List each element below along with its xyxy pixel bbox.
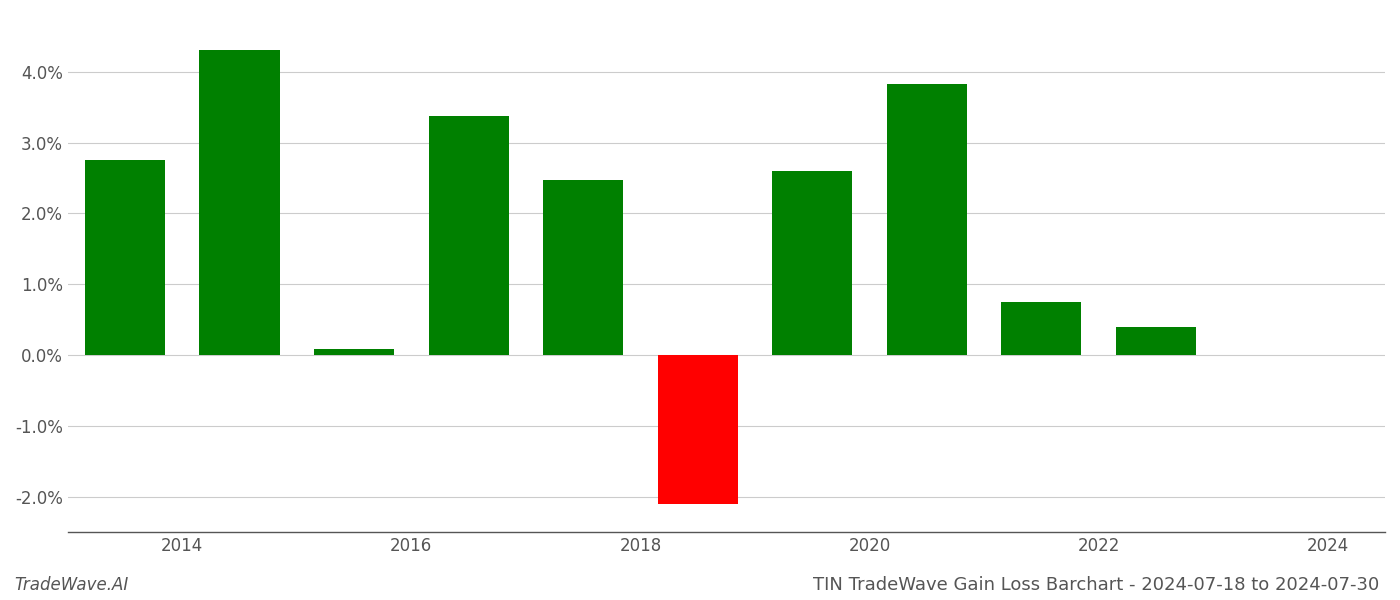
Bar xyxy=(543,180,623,355)
Bar xyxy=(773,171,853,355)
Bar xyxy=(1116,327,1196,355)
Bar xyxy=(85,160,165,355)
Bar xyxy=(1001,302,1081,355)
Bar xyxy=(658,355,738,504)
Text: TIN TradeWave Gain Loss Barchart - 2024-07-18 to 2024-07-30: TIN TradeWave Gain Loss Barchart - 2024-… xyxy=(813,576,1379,594)
Bar xyxy=(428,116,508,355)
Bar xyxy=(886,84,967,355)
Text: TradeWave.AI: TradeWave.AI xyxy=(14,576,129,594)
Bar xyxy=(314,349,395,355)
Bar xyxy=(199,50,280,355)
